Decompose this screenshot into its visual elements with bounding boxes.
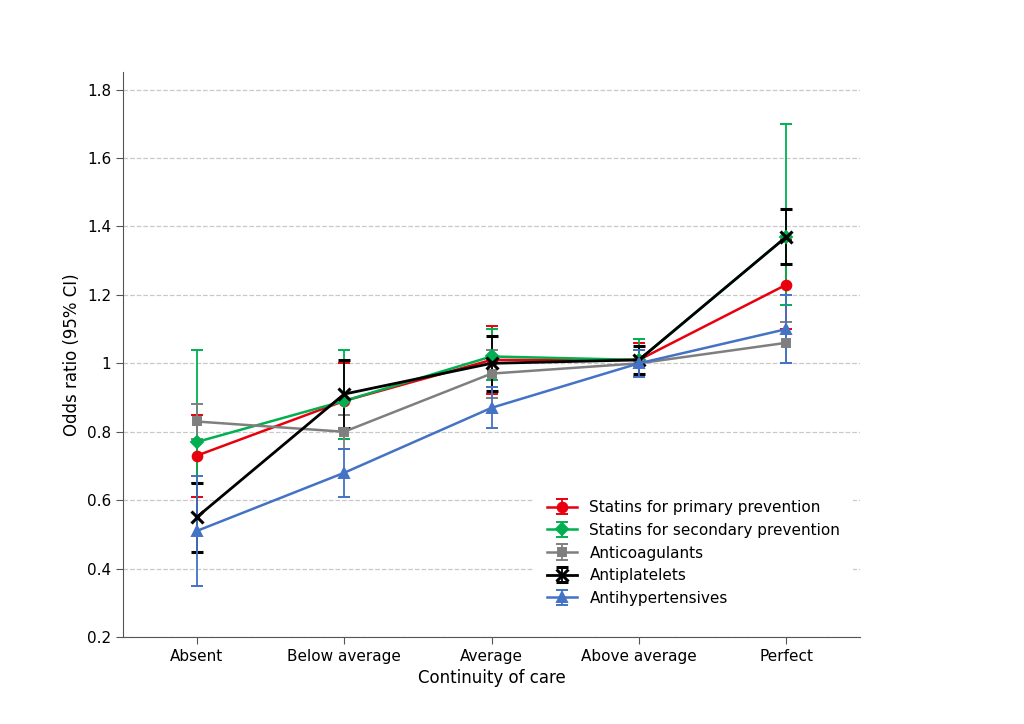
Y-axis label: Odds ratio (95% CI): Odds ratio (95% CI) — [63, 274, 81, 436]
X-axis label: Continuity of care: Continuity of care — [418, 670, 565, 688]
Legend: Statins for primary prevention, Statins for secondary prevention, Anticoagulants: Statins for primary prevention, Statins … — [535, 488, 853, 618]
